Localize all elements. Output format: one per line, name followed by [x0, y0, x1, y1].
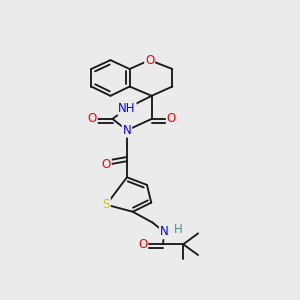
Text: S: S [103, 198, 110, 211]
Text: H: H [174, 223, 182, 236]
Text: O: O [102, 158, 111, 171]
Text: O: O [138, 238, 147, 251]
Text: NH: NH [118, 102, 136, 115]
Text: N: N [123, 124, 131, 137]
Text: O: O [145, 54, 154, 67]
Text: N: N [160, 225, 168, 239]
Text: O: O [167, 112, 176, 125]
Text: O: O [88, 112, 97, 125]
